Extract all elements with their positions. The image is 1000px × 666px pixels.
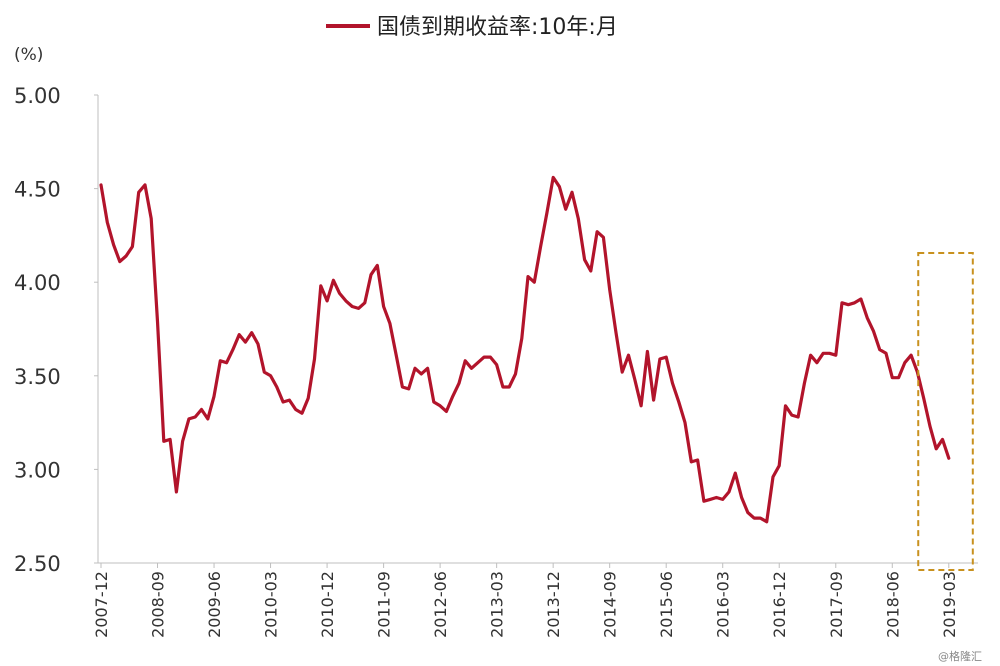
x-tick-label: 2014-09	[601, 571, 620, 638]
y-tick-label: 5.00	[14, 84, 61, 108]
series-line	[99, 175, 951, 524]
y-tick-label: 2.50	[14, 552, 61, 576]
x-tick-label: 2018-06	[883, 571, 902, 638]
x-tick-label: 2019-03	[940, 571, 959, 638]
x-tick-label: 2015-06	[657, 571, 676, 638]
x-tick-label: 2010-03	[262, 571, 281, 638]
y-tick-label: 3.00	[14, 458, 61, 482]
legend: 国债到期收益率:10年:月	[326, 15, 618, 40]
highlight-box	[917, 252, 974, 571]
y-tick-label: 3.50	[14, 365, 61, 389]
x-tick-label: 2010-12	[318, 571, 337, 638]
x-tick-label: 2007-12	[92, 571, 111, 638]
x-tick-label: 2009-06	[205, 571, 224, 638]
x-tick-label: 2008-09	[149, 571, 168, 638]
y-axis: 2.50 3.00 3.50 4.00 4.50 5.00	[14, 84, 99, 576]
x-tick-label: 2016-12	[770, 571, 789, 638]
x-tick-label: 2013-12	[544, 571, 563, 638]
x-tick-label: 2017-09	[827, 571, 846, 638]
watermark: @格隆汇	[938, 649, 982, 663]
y-tick-label: 4.50	[14, 178, 61, 202]
y-axis-unit: (%)	[14, 45, 43, 65]
x-axis: 2007-12 2008-09 2009-06 2010-03 2010-12 2011-…	[92, 562, 978, 638]
x-tick-label: 2013-03	[488, 571, 507, 638]
legend-label: 国债到期收益率:10年:月	[377, 15, 618, 40]
x-tick-label: 2012-06	[431, 571, 450, 638]
x-tick-label: 2016-03	[714, 571, 733, 638]
y-tick-label: 4.00	[14, 271, 61, 295]
series-group	[99, 175, 951, 524]
x-tick-label: 2011-09	[375, 571, 394, 638]
